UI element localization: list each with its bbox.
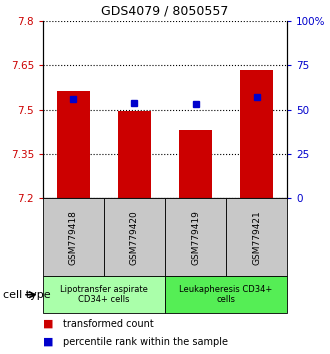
- Title: GDS4079 / 8050557: GDS4079 / 8050557: [101, 4, 229, 17]
- Text: Leukapheresis CD34+
cells: Leukapheresis CD34+ cells: [180, 285, 273, 304]
- Text: GSM779418: GSM779418: [69, 210, 78, 265]
- Text: ■: ■: [43, 319, 53, 329]
- Text: GSM779421: GSM779421: [252, 210, 261, 264]
- Bar: [57, 91, 90, 198]
- Bar: [179, 130, 212, 198]
- Text: GSM779419: GSM779419: [191, 210, 200, 265]
- Text: ■: ■: [43, 337, 53, 347]
- Bar: [240, 70, 273, 198]
- Text: transformed count: transformed count: [63, 319, 153, 329]
- Text: Lipotransfer aspirate
CD34+ cells: Lipotransfer aspirate CD34+ cells: [60, 285, 148, 304]
- Bar: [118, 111, 151, 198]
- Text: percentile rank within the sample: percentile rank within the sample: [63, 337, 228, 347]
- Text: GSM779420: GSM779420: [130, 210, 139, 264]
- Text: cell type: cell type: [3, 290, 51, 300]
